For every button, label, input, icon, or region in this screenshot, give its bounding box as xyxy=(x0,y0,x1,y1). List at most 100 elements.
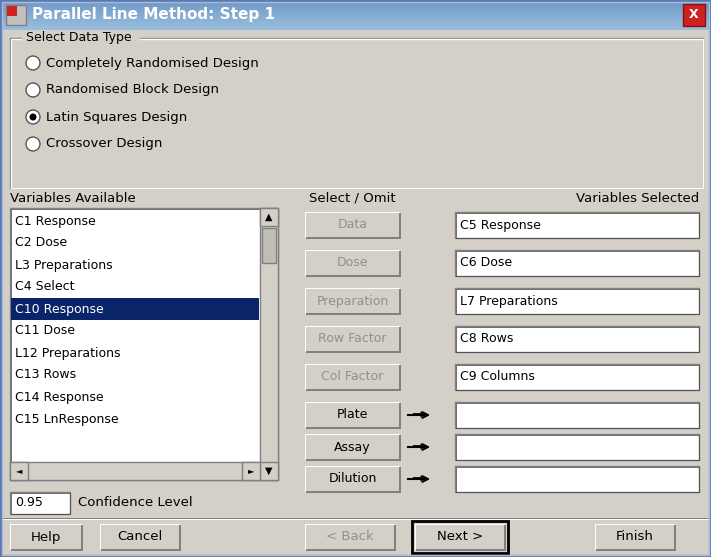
Text: C5 Response: C5 Response xyxy=(460,218,541,232)
Bar xyxy=(10,462,260,480)
Bar xyxy=(0,519,711,520)
Circle shape xyxy=(26,83,40,97)
Bar xyxy=(596,525,674,549)
Text: Select Data Type: Select Data Type xyxy=(26,32,132,45)
Bar xyxy=(412,521,508,553)
Text: Col Factor: Col Factor xyxy=(321,370,384,384)
Text: Cancel: Cancel xyxy=(117,530,163,544)
Bar xyxy=(456,327,699,352)
Text: C1 Response: C1 Response xyxy=(15,214,96,227)
Bar xyxy=(456,289,699,314)
Bar xyxy=(306,213,401,239)
Bar xyxy=(455,288,699,314)
Bar xyxy=(455,466,699,492)
Bar xyxy=(305,434,400,460)
Text: L3 Preparations: L3 Preparations xyxy=(15,258,112,271)
Bar xyxy=(260,208,278,226)
Bar xyxy=(305,402,400,428)
Bar xyxy=(10,38,703,188)
Bar xyxy=(456,365,699,390)
Bar xyxy=(260,462,278,480)
Text: Parallel Line Method: Step 1: Parallel Line Method: Step 1 xyxy=(32,7,275,22)
Text: Row Factor: Row Factor xyxy=(319,333,387,345)
Text: Randomised Block Design: Randomised Block Design xyxy=(46,84,219,96)
Bar xyxy=(10,462,28,480)
Bar xyxy=(455,326,699,352)
Bar xyxy=(306,525,394,549)
Text: ⇒: ⇒ xyxy=(411,439,424,455)
Text: Finish: Finish xyxy=(616,530,654,544)
Bar xyxy=(306,251,401,277)
Bar xyxy=(305,524,395,550)
Bar xyxy=(456,467,699,492)
Text: X: X xyxy=(689,8,699,22)
Bar xyxy=(306,435,401,461)
Bar xyxy=(455,402,699,428)
Text: Crossover Design: Crossover Design xyxy=(46,138,162,150)
Text: Dilution: Dilution xyxy=(328,472,377,486)
Text: Variables Selected: Variables Selected xyxy=(576,192,699,204)
Bar xyxy=(305,288,400,314)
Text: Dose: Dose xyxy=(337,257,368,270)
Bar xyxy=(11,525,83,551)
Bar xyxy=(101,525,179,549)
Circle shape xyxy=(26,110,40,124)
Bar xyxy=(10,492,70,514)
Bar xyxy=(306,467,399,491)
Bar xyxy=(455,434,699,460)
Bar xyxy=(11,525,81,549)
Text: Confidence Level: Confidence Level xyxy=(78,496,193,510)
Bar xyxy=(306,467,401,493)
Text: C15 LnResponse: C15 LnResponse xyxy=(15,413,119,426)
Circle shape xyxy=(26,137,40,151)
Text: L12 Preparations: L12 Preparations xyxy=(15,346,120,359)
Bar xyxy=(11,39,703,188)
Bar xyxy=(262,228,276,263)
Bar xyxy=(595,524,675,550)
Text: C4 Select: C4 Select xyxy=(15,281,75,294)
Bar xyxy=(306,289,399,313)
Bar xyxy=(306,525,396,551)
Text: C9 Columns: C9 Columns xyxy=(460,370,535,384)
Text: Plate: Plate xyxy=(337,408,368,422)
Bar xyxy=(11,493,70,514)
Bar xyxy=(305,212,400,238)
Circle shape xyxy=(29,114,36,120)
Text: L7 Preparations: L7 Preparations xyxy=(460,295,557,307)
Bar xyxy=(306,213,399,237)
Bar xyxy=(306,435,399,459)
Text: Select / Omit: Select / Omit xyxy=(309,192,396,204)
Text: ⇒: ⇒ xyxy=(411,408,424,423)
Text: ⇒: ⇒ xyxy=(411,471,424,486)
Bar xyxy=(6,5,26,25)
Bar xyxy=(305,466,400,492)
Bar xyxy=(242,462,260,480)
Text: Completely Randomised Design: Completely Randomised Design xyxy=(46,56,259,70)
Bar xyxy=(306,365,401,391)
Text: Help: Help xyxy=(31,530,61,544)
Bar xyxy=(455,212,699,238)
Bar xyxy=(306,327,401,353)
Bar xyxy=(416,525,506,551)
Bar xyxy=(455,364,699,390)
Bar xyxy=(306,365,399,389)
Bar xyxy=(0,518,711,519)
Bar xyxy=(10,208,278,480)
Bar xyxy=(415,524,505,550)
Bar xyxy=(11,209,278,480)
Bar xyxy=(456,435,699,460)
Bar xyxy=(22,31,140,45)
Text: 0.95: 0.95 xyxy=(15,496,43,510)
Bar xyxy=(456,403,699,428)
Text: Assay: Assay xyxy=(334,441,371,453)
Bar xyxy=(100,524,180,550)
Bar xyxy=(305,326,400,352)
Bar xyxy=(596,525,676,551)
Text: ►: ► xyxy=(247,467,255,476)
Bar xyxy=(306,289,401,315)
Bar xyxy=(11,298,259,320)
Bar xyxy=(306,327,399,351)
Bar xyxy=(455,250,699,276)
Bar xyxy=(10,524,82,550)
Text: C14 Response: C14 Response xyxy=(15,390,104,403)
